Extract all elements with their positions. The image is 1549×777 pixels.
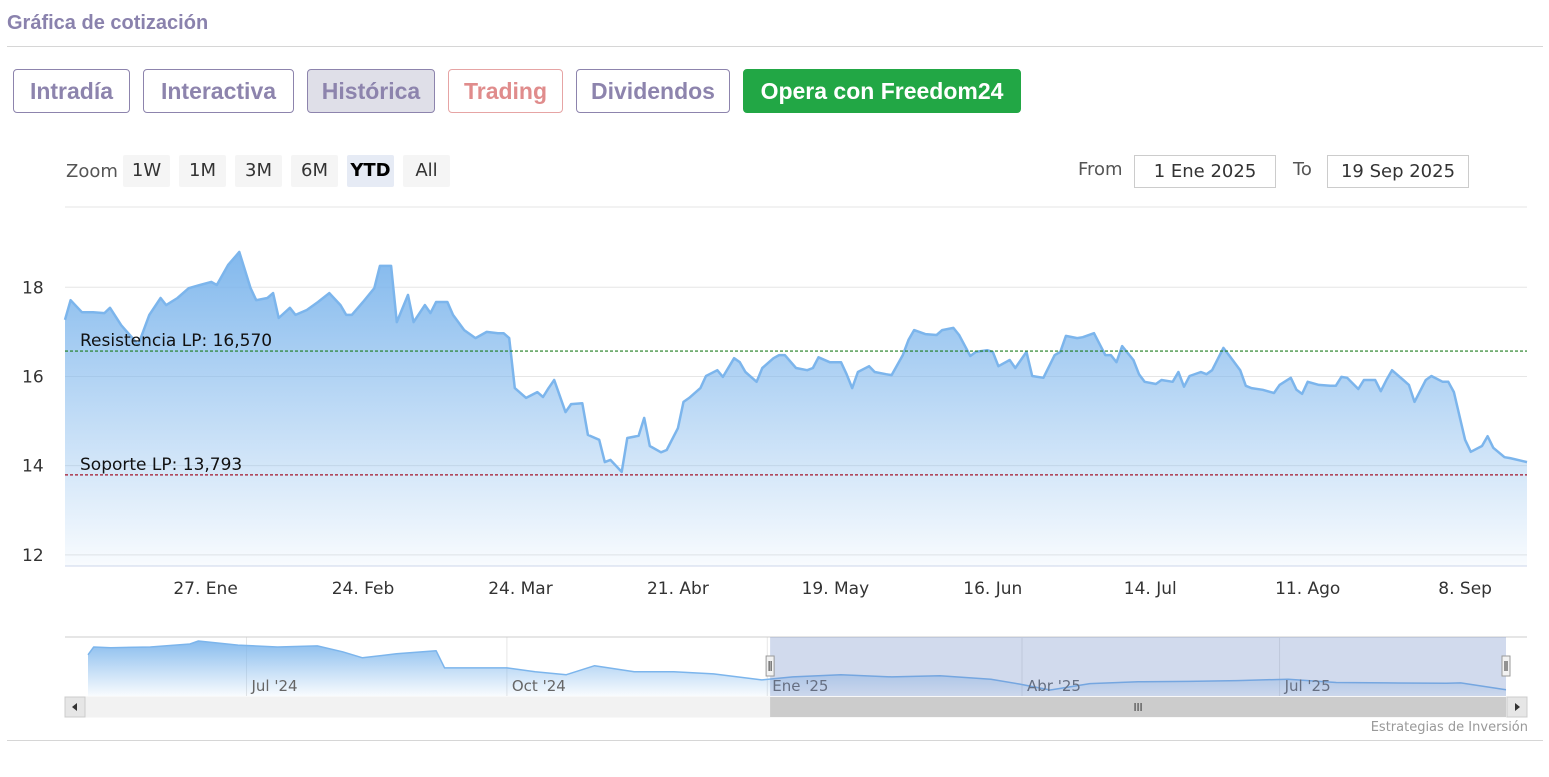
handle-body	[1501, 655, 1511, 677]
navigator-handle[interactable]	[765, 655, 775, 677]
arrow-right	[1515, 703, 1520, 711]
x-tick-label: 19. May	[802, 579, 870, 599]
navigator-handle[interactable]	[1501, 655, 1511, 677]
tab[interactable]: Dividendos	[576, 69, 730, 113]
zoom-button[interactable]: All	[403, 155, 450, 187]
to-input[interactable]: 19 Sep 2025	[1327, 155, 1469, 188]
tab[interactable]: Intradía	[13, 69, 130, 113]
tab-bar: Intradía Interactiva Histórica Trading Divid…	[13, 69, 1021, 113]
zoom-buttons: 1W 1M 3M 6M YTD All	[123, 155, 450, 187]
y-tick-label: 14	[22, 457, 44, 477]
divider	[7, 740, 1543, 741]
x-tick-label: 27. Ene	[173, 579, 237, 599]
zoom-button[interactable]: 1M	[179, 155, 226, 187]
from-label: From	[1078, 159, 1123, 180]
y-tick-label: 18	[22, 278, 44, 298]
zoom-button[interactable]: 6M	[291, 155, 338, 187]
main-plot: 12 14 16 18 27. Ene 24. Feb 24. Mar 21. Abr 19. …	[22, 206, 1528, 599]
divider	[7, 46, 1543, 47]
plot-line-label: Resistencia LP: 16,570	[80, 331, 272, 351]
price-line	[63, 250, 1528, 474]
tab[interactable]: Opera con Freedom24	[743, 69, 1021, 113]
x-tick-label: 24. Feb	[332, 579, 395, 599]
x-tick-label: 14. Jul	[1124, 579, 1177, 599]
zoom-label: Zoom	[66, 161, 118, 182]
x-tick-label: 11. Ago	[1275, 579, 1340, 599]
x-tick-label: 21. Abr	[647, 579, 709, 599]
zoom-button[interactable]: 1W	[123, 155, 170, 187]
y-tick-label: 12	[22, 546, 44, 566]
tab[interactable]: Interactiva	[143, 69, 294, 113]
zoom-button[interactable]: YTD	[347, 155, 394, 187]
zoom-button[interactable]: 3M	[235, 155, 282, 187]
x-tick-label: 8. Sep	[1438, 579, 1492, 599]
navigator-tick-label: Oct '24	[512, 677, 566, 695]
navigator-tick-label: Jul '24	[250, 677, 297, 695]
arrow-left	[72, 703, 77, 711]
from-input[interactable]: 1 Ene 2025	[1134, 155, 1276, 188]
navigator-tick-label: Ene '25	[772, 677, 828, 695]
y-tick-label: 16	[22, 367, 44, 387]
navigator-tick-label: Abr '25	[1027, 677, 1081, 695]
navigator-tick-label: Jul '25	[1284, 677, 1331, 695]
x-tick-label: 16. Jun	[963, 579, 1022, 599]
to-label: To	[1293, 159, 1312, 180]
tab[interactable]: Histórica	[307, 69, 435, 113]
x-tick-label: 24. Mar	[488, 579, 553, 599]
plot-line-label: Soporte LP: 13,793	[80, 455, 242, 475]
section-title: Gráfica de cotización	[7, 12, 209, 34]
navigator-selection	[770, 637, 1506, 696]
credit: Estrategias de Inversión	[1370, 720, 1528, 735]
handle-body	[765, 655, 775, 677]
price-line	[87, 640, 1507, 691]
tab[interactable]: Trading	[448, 69, 563, 113]
navigator: Jul '24 Oct '24 Ene '25 Abr '25 Jul '25	[64, 636, 1528, 718]
area-fill	[65, 252, 1527, 566]
